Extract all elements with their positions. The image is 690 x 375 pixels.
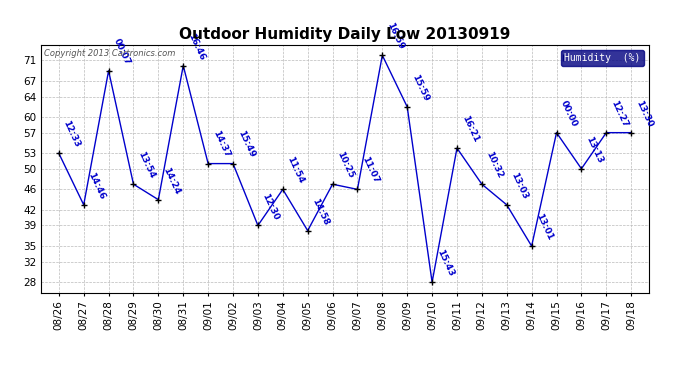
Text: 00:00: 00:00	[560, 99, 580, 129]
Text: 14:46: 14:46	[86, 171, 107, 201]
Legend: Humidity  (%): Humidity (%)	[560, 50, 644, 66]
Text: 13:30: 13:30	[634, 99, 654, 129]
Text: 16:59: 16:59	[385, 21, 406, 51]
Text: 11:07: 11:07	[360, 156, 380, 185]
Text: 12:27: 12:27	[609, 99, 629, 129]
Text: 16:46: 16:46	[186, 32, 206, 62]
Text: 12:33: 12:33	[61, 119, 82, 149]
Text: Copyright 2013 Cartronics.com: Copyright 2013 Cartronics.com	[44, 49, 176, 58]
Text: 13:01: 13:01	[535, 212, 555, 242]
Text: 10:32: 10:32	[484, 150, 505, 180]
Text: 00:07: 00:07	[111, 37, 132, 67]
Text: 11:54: 11:54	[286, 155, 306, 185]
Text: 14:58: 14:58	[310, 196, 331, 226]
Text: 14:24: 14:24	[161, 165, 181, 195]
Text: 15:49: 15:49	[236, 129, 256, 159]
Text: 13:03: 13:03	[509, 171, 530, 201]
Text: 15:43: 15:43	[435, 248, 455, 278]
Text: 13:54: 13:54	[136, 150, 157, 180]
Title: Outdoor Humidity Daily Low 20130919: Outdoor Humidity Daily Low 20130919	[179, 27, 511, 42]
Text: 14:37: 14:37	[211, 129, 231, 159]
Text: 13:13: 13:13	[584, 135, 604, 165]
Text: 10:25: 10:25	[335, 150, 355, 180]
Text: 12:30: 12:30	[261, 192, 281, 221]
Text: 15:59: 15:59	[410, 73, 431, 103]
Text: 16:21: 16:21	[460, 114, 480, 144]
